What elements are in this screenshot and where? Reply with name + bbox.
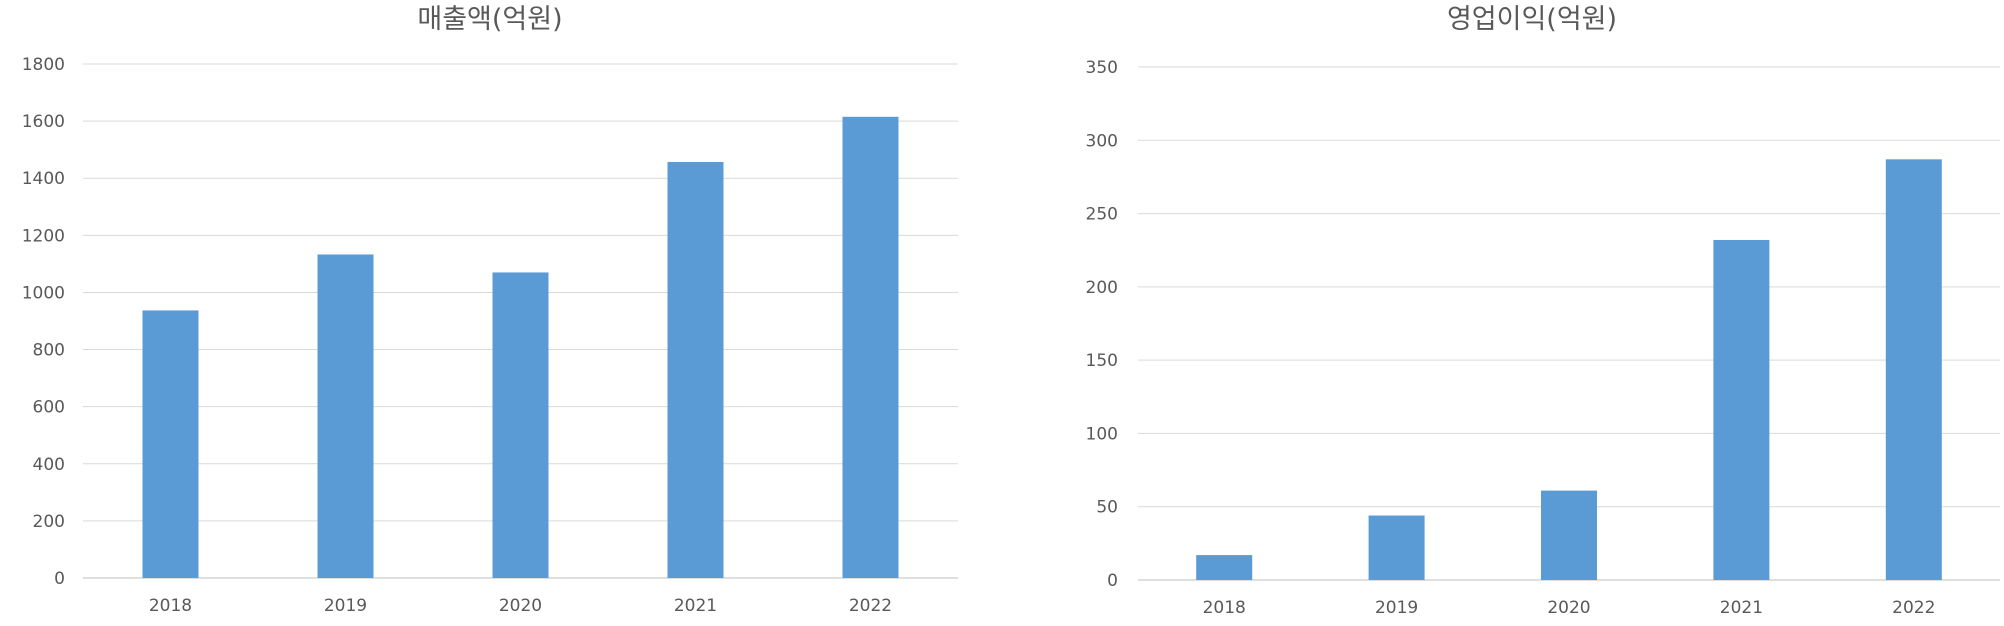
x-tick-label: 2018 [149,596,192,616]
chart-title: 매출액(억원) [417,4,563,35]
chart-title: 영업이익(억원) [1446,4,1618,35]
y-tick-label: 300 [1086,131,1118,151]
y-tick-label: 0 [1107,571,1118,591]
y-tick-label: 1000 [22,283,65,303]
operating-profit-chart: 영업이익(억원) 0 50 100 150 200 250 300 350 2018 2019 20… [1060,0,2004,626]
bar-2021 [667,161,724,578]
revenue-chart-plot: 0 200 400 600 800 1000 1200 1400 1600 1800 2018 201… [22,55,958,616]
y-tick-label: 0 [54,569,65,589]
x-tick-label: 2022 [849,596,892,616]
y-tick-label: 100 [1086,424,1118,444]
bar-2019 [317,254,374,578]
bar-2022 [1885,159,1942,580]
x-tick-label: 2021 [1720,598,1763,618]
bar-2020 [1541,490,1597,580]
x-tick-label: 2020 [1547,598,1590,618]
y-tick-label: 400 [33,455,65,475]
y-tick-label: 1800 [22,55,65,75]
y-tick-label: 200 [33,512,65,532]
y-tick-label: 1200 [22,226,65,246]
bar-2018 [1196,555,1253,580]
y-tick-label: 800 [33,341,65,361]
x-tick-label: 2019 [324,596,367,616]
y-tick-label: 200 [1086,278,1118,298]
x-tick-label: 2022 [1892,598,1935,618]
y-tick-label: 1400 [22,169,65,189]
y-tick-label: 1600 [22,112,65,132]
y-tick-label: 600 [33,398,65,418]
bar-2020 [492,272,549,578]
x-tick-label: 2021 [674,596,717,616]
y-tick-label: 350 [1086,58,1118,78]
x-tick-label: 2019 [1375,598,1418,618]
bar-2021 [1713,239,1770,580]
operating-profit-chart-plot: 0 50 100 150 200 250 300 350 2018 2019 2020 2021 202… [1086,58,2000,618]
x-tick-label: 2018 [1203,598,1246,618]
y-tick-label: 50 [1096,498,1118,518]
revenue-chart: 매출액(억원) 0 200 400 600 800 1000 1200 1400 1600 180… [0,0,980,626]
x-tick-label: 2020 [499,596,542,616]
bar-2022 [842,116,899,579]
y-tick-label: 150 [1086,351,1118,371]
bar-2019 [1368,515,1425,580]
y-tick-label: 250 [1086,205,1118,225]
bar-2018 [142,310,199,578]
